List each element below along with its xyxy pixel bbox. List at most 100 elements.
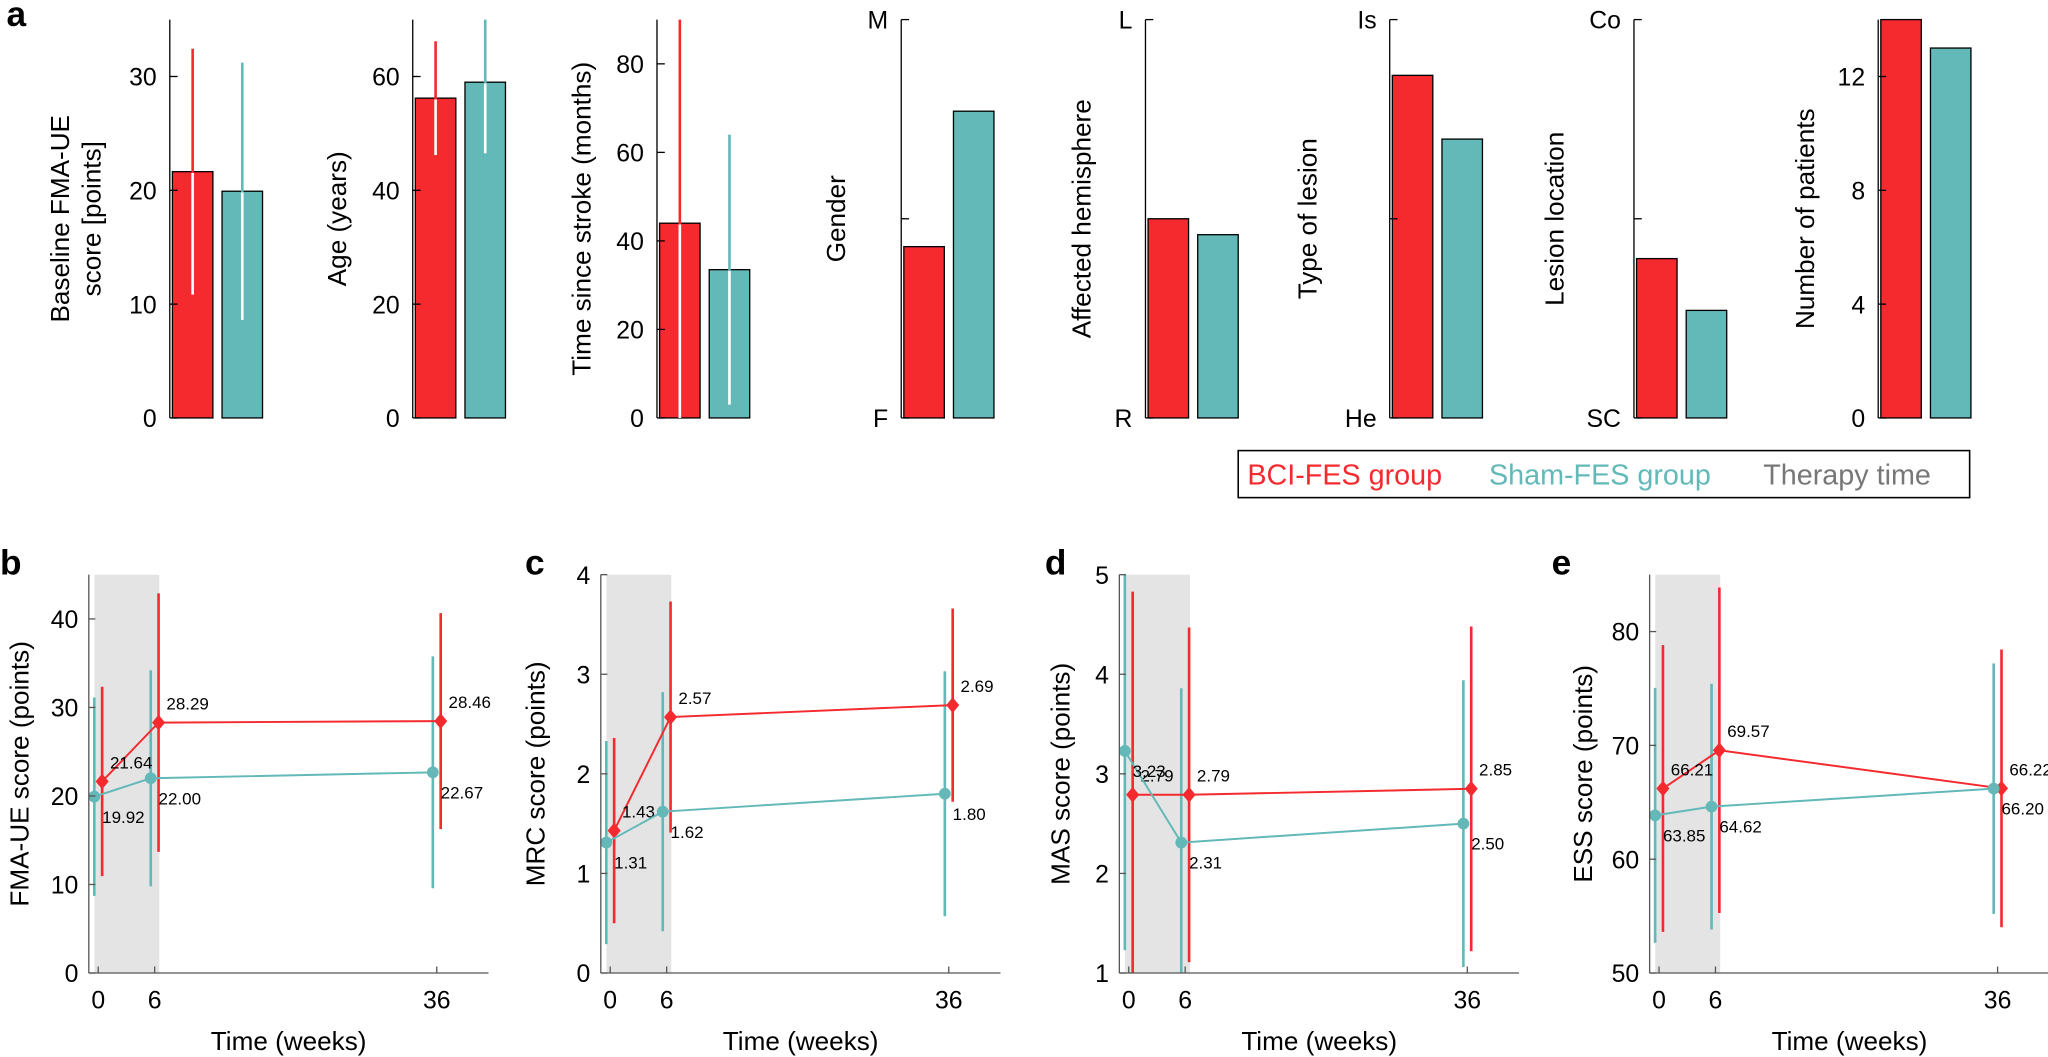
panel-label: d [1045,544,1067,583]
data-label: 2.79 [1197,767,1230,786]
panel-label: e [1552,544,1572,583]
y-axis-label: MAS score (points) [1046,663,1076,885]
y-tick-label: F [873,406,888,433]
data-label: 66.22 [2009,760,2048,779]
bar [1391,74,1434,419]
y-tick-label: 10 [129,292,157,319]
y-axis-label: ESS score (points) [1568,665,1598,883]
marker [1987,782,2000,795]
x-tick-label: 36 [1454,987,1482,1014]
y-tick-label: 4 [1851,292,1865,319]
x-tick-label: 0 [1652,987,1666,1014]
y-tick-label: L [1119,8,1133,35]
y-axis-label: Time since stroke (months) [566,62,596,376]
y-tick-label: 20 [372,292,400,319]
bar [1197,234,1239,419]
data-label: 2.57 [678,689,711,708]
marker [1464,780,1478,797]
y-tick-label: 0 [1851,406,1865,433]
y-tick-label: 60 [372,65,400,92]
x-axis-label: Time (weeks) [1772,1026,1928,1056]
y-tick-label: 1 [577,862,591,889]
data-label: 64.62 [1719,818,1761,837]
data-label: 66.20 [2002,800,2044,819]
marker [600,836,613,849]
y-axis-label: Type of lesion [1293,138,1323,299]
marker [95,773,109,790]
data-label: 21.64 [110,753,152,772]
marker [1656,780,1670,797]
marker [144,772,157,785]
x-tick-label: 6 [1178,987,1192,1014]
bar [1929,47,1972,419]
marker [946,697,960,713]
y-tick-label: SC [1586,406,1620,433]
y-tick-label: 12 [1838,65,1866,92]
marker [664,709,678,725]
data-label: 1.62 [671,823,704,842]
data-label: 2.85 [1479,761,1512,780]
y-tick-label: 20 [616,318,644,345]
data-label: 66.21 [1671,760,1713,779]
x-axis-label: Time (weeks) [211,1026,367,1056]
y-tick-label: 1 [1095,961,1109,988]
x-tick-label: 6 [148,987,162,1014]
y-tick-label: R [1114,406,1132,433]
y-tick-label: 50 [1612,961,1640,988]
marker [434,713,448,729]
x-tick-label: 6 [660,987,674,1014]
marker [1182,786,1196,803]
y-tick-label: 30 [129,65,157,92]
panel-label: a [7,0,27,34]
marker [426,766,439,779]
y-tick-label: 10 [51,873,79,900]
y-tick-label: He [1345,406,1377,433]
y-axis-label: MRC score (points) [521,661,551,886]
bar [1635,257,1678,419]
x-tick-label: 36 [423,987,451,1014]
x-tick-label: 0 [603,987,617,1014]
marker [1705,800,1718,813]
x-axis-label: Time (weeks) [1241,1026,1397,1056]
data-label: 28.29 [166,695,208,714]
y-axis-label: FMA-UE score (points) [5,641,35,906]
data-label: 2.69 [961,677,994,696]
y-axis-label: Gender [821,175,851,262]
y-axis-label: Baseline FMA-UE [45,115,75,322]
data-label: 1.80 [953,805,986,824]
data-label: 2.31 [1189,854,1222,873]
bar [1880,18,1922,419]
marker [1175,836,1188,849]
y-tick-label: 0 [65,961,79,988]
y-tick-label: 3 [577,662,591,689]
x-tick-label: 0 [1122,987,1136,1014]
marker [1649,809,1661,822]
bar [952,110,995,419]
data-label: 69.57 [1727,722,1769,741]
data-label: 3.23 [1133,762,1166,781]
y-tick-label: M [868,8,889,35]
y-tick-label: 0 [630,406,644,433]
bar [1685,309,1728,419]
y-tick-label: 2 [577,762,591,789]
bar [1147,218,1190,419]
panel-label: c [525,544,545,583]
x-tick-label: 6 [1709,987,1723,1014]
y-tick-label: Co [1589,8,1621,35]
legend-entry: Therapy time [1763,460,1931,492]
legend-box [1237,449,1971,499]
y-tick-label: 8 [1851,178,1865,205]
y-tick-label: 70 [1612,734,1640,761]
marker [1118,745,1131,757]
y-tick-label: 40 [51,607,79,634]
data-label: 1.43 [622,803,655,822]
data-label: 22.67 [441,783,483,802]
y-tick-label: 5 [1095,563,1109,590]
data-label: 2.50 [1471,835,1504,854]
data-label: 1.31 [614,854,647,873]
marker [152,714,166,731]
y-tick-label: 20 [129,178,157,205]
y-tick-label: 60 [1612,847,1640,874]
